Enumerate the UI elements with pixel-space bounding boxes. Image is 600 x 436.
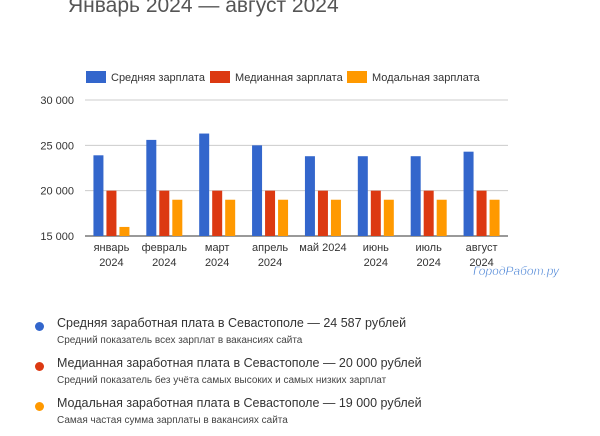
bar: [212, 190, 223, 236]
bar: [106, 190, 117, 236]
bar: [146, 139, 157, 236]
summary-description: Самая частая сумма зарплаты в вакансиях …: [57, 415, 288, 426]
bar: [93, 155, 104, 236]
x-tick-label: февраль: [142, 242, 188, 254]
bar: [410, 156, 421, 236]
x-tick-label: 2024: [152, 257, 176, 269]
bar: [317, 190, 328, 236]
summary-description: Средний показатель всех зарплат в ваканс…: [57, 335, 303, 346]
bar: [225, 199, 236, 236]
bar: [252, 145, 263, 236]
summary-heading: Медианная заработная плата в Севастополе…: [57, 356, 422, 370]
legend-swatch: [86, 71, 106, 83]
x-tick-label: 2024: [364, 257, 388, 269]
bar: [199, 133, 210, 236]
bar: [357, 156, 368, 236]
x-tick-label: май 2024: [299, 242, 346, 254]
bar: [330, 199, 341, 236]
bar: [476, 190, 487, 236]
bar: [423, 190, 434, 236]
summary-heading: Модальная заработная плата в Севастополе…: [57, 396, 422, 410]
summary-heading: Средняя заработная плата в Севастополе —…: [57, 316, 407, 330]
x-tick-label: март: [205, 242, 230, 254]
bar: [159, 190, 170, 236]
x-tick-label: апрель: [252, 242, 288, 254]
summary-item-mode: Модальная заработная плата в Севастополе…: [35, 396, 595, 436]
legend-label: Медианная зарплата: [235, 72, 344, 84]
y-tick-label: 30 000: [40, 95, 74, 107]
x-tick-label: январь: [94, 242, 130, 254]
legend-swatch: [210, 71, 230, 83]
bar: [463, 151, 474, 236]
bar: [370, 190, 381, 236]
x-tick-label: июнь: [363, 242, 389, 254]
summary-item-average: Средняя заработная плата в Севастополе —…: [35, 316, 595, 356]
x-tick-label: 2024: [416, 257, 440, 269]
legend-swatch: [347, 71, 367, 83]
blue-dot-icon: [35, 322, 44, 331]
x-tick-label: 2024: [469, 257, 493, 269]
x-tick-label: 2024: [205, 257, 229, 269]
salary-bar-chart: 15 000 20 000 25 000 30 000 Средняя зарплата…: [40, 71, 560, 278]
x-tick-label: август: [466, 242, 498, 254]
orange-dot-icon: [35, 402, 44, 411]
x-tick-label: 2024: [258, 257, 282, 269]
bar: [278, 199, 289, 236]
bar: [172, 199, 183, 236]
x-tick-label: июль: [416, 242, 443, 254]
bar: [119, 226, 130, 236]
bar: [436, 199, 447, 236]
watermark-text: ГородРабот.ру: [473, 264, 560, 278]
summary-item-median: Медианная заработная плата в Севастополе…: [35, 356, 595, 396]
bar: [383, 199, 394, 236]
bar: [489, 199, 500, 236]
red-dot-icon: [35, 362, 44, 371]
bar: [265, 190, 276, 236]
chart-title: Январь 2024 — август 2024: [68, 0, 339, 17]
y-tick-label: 20 000: [40, 186, 74, 198]
x-tick-label: 2024: [99, 257, 123, 269]
y-tick-label: 25 000: [40, 140, 74, 152]
legend-label: Средняя зарплата: [111, 72, 206, 84]
y-tick-label: 15 000: [40, 231, 74, 243]
bar: [304, 156, 315, 236]
salary-summary: Средняя заработная плата в Севастополе —…: [35, 316, 595, 436]
summary-description: Средний показатель без учёта самых высок…: [57, 375, 387, 386]
legend-label: Модальная зарплата: [372, 72, 480, 84]
